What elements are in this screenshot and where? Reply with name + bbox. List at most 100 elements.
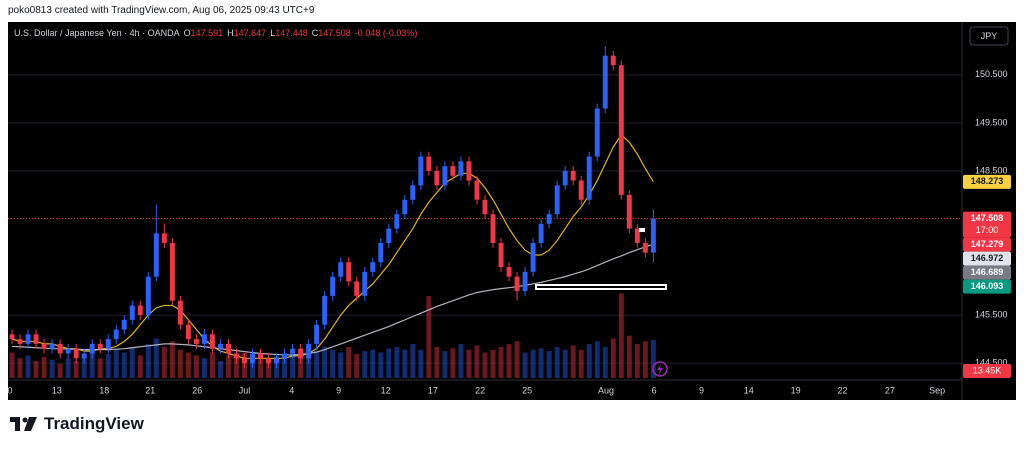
volume-bar	[217, 361, 223, 378]
candle-body	[338, 262, 344, 277]
alert-icon[interactable]	[652, 361, 668, 377]
x-tick-label: 22	[838, 385, 848, 395]
candle-body	[530, 242, 536, 272]
candle-body	[378, 242, 384, 263]
x-tick-label: 25	[522, 385, 532, 395]
volume-bar	[642, 341, 648, 378]
volume-bar	[9, 352, 15, 378]
candle-body	[634, 228, 640, 243]
candle-body	[161, 233, 167, 243]
candle-body	[474, 180, 480, 200]
volume-bar	[306, 349, 312, 378]
volume-bar	[49, 359, 55, 378]
volume-bar	[434, 346, 440, 378]
volume-bar	[514, 341, 520, 378]
drawn-marker	[639, 228, 645, 232]
volume-bar	[65, 358, 71, 378]
volume-bar	[121, 352, 127, 378]
x-tick-label: 27	[885, 385, 895, 395]
price-label-box	[963, 211, 1011, 238]
brand-logo	[10, 417, 37, 431]
price-label: 148.273	[971, 176, 1004, 186]
volume-bar	[137, 355, 143, 378]
candle-body	[642, 242, 648, 253]
candle-body	[434, 170, 440, 186]
volume-bar	[201, 358, 207, 378]
candle-body	[169, 242, 175, 301]
candle-body	[225, 343, 231, 354]
volume-bar	[209, 352, 215, 378]
volume-bar	[570, 345, 576, 378]
price-label: 146.689	[971, 267, 1004, 277]
candle-body	[386, 228, 392, 243]
volume-bar	[554, 346, 560, 378]
price-label-box	[963, 174, 1011, 189]
candle-body	[426, 156, 432, 171]
ohlc-value: 147.448	[275, 28, 308, 38]
candle-body	[153, 233, 159, 277]
volume-bar	[386, 348, 392, 378]
volume-bar	[105, 353, 111, 378]
candle-body	[97, 343, 103, 349]
ohlc-value: 147.647	[233, 28, 267, 38]
candle-body	[586, 156, 592, 200]
candle-body	[482, 199, 488, 215]
x-tick-label: 26	[192, 385, 202, 395]
candle-body	[41, 343, 47, 349]
volume-bar	[314, 351, 320, 378]
drawn-rectangle	[535, 284, 667, 290]
candle-body	[650, 218, 656, 253]
candle-body	[330, 276, 336, 296]
volume-bar	[322, 346, 328, 378]
candle-body	[49, 343, 55, 349]
volume-bar	[17, 358, 23, 378]
moving-average	[11, 133, 654, 359]
candle-body	[322, 295, 328, 325]
volume-bar	[442, 351, 448, 378]
volume-bar	[610, 338, 616, 378]
candle-body	[594, 108, 600, 157]
candle-body	[450, 166, 456, 176]
currency-button[interactable]	[969, 26, 1009, 46]
candle-body	[250, 353, 255, 364]
candle-body	[145, 276, 151, 316]
y-tick-label: 145.500	[975, 309, 1008, 319]
candle-body	[274, 358, 280, 364]
price-label-box	[963, 279, 1011, 294]
candle-body	[402, 199, 408, 215]
credit: poko0813 created with TradingView.com, A…	[8, 5, 315, 16]
x-tick-label: 14	[744, 385, 754, 395]
candle-body	[490, 214, 496, 243]
ohlc: O147.591	[184, 28, 224, 38]
volume-bar	[57, 363, 63, 378]
ohlc-key: L	[270, 28, 276, 38]
moving-average	[11, 243, 654, 356]
candle-body	[193, 339, 199, 344]
candle-body	[418, 156, 424, 186]
candle-body	[546, 214, 552, 224]
ohlc-value: 147.591	[190, 28, 224, 38]
volume-bar	[73, 361, 79, 378]
volume-bar	[338, 352, 344, 378]
ohlc: H147.647	[227, 28, 266, 38]
x-tick-label: 17	[428, 385, 438, 395]
volume-bar	[594, 341, 600, 378]
volume-bar	[490, 349, 496, 378]
candle-body	[626, 194, 632, 229]
candle-body	[522, 271, 528, 292]
volume-label-box	[963, 364, 1011, 378]
volume-bar	[626, 335, 632, 378]
volume-bar	[578, 349, 584, 378]
candle-body	[217, 343, 223, 349]
x-tick-label: 22	[475, 385, 485, 395]
y-tick-label: 150.500	[975, 69, 1008, 79]
candle-body	[506, 267, 512, 277]
volume-bar	[362, 351, 368, 378]
x-tick-label: Jul	[239, 385, 251, 395]
brand: TradingView	[10, 414, 144, 434]
volume-bar	[498, 346, 504, 378]
candle-body	[610, 55, 616, 66]
volume-bar	[466, 349, 472, 378]
candle-body	[233, 353, 239, 359]
ohlc: L147.448	[270, 28, 308, 38]
